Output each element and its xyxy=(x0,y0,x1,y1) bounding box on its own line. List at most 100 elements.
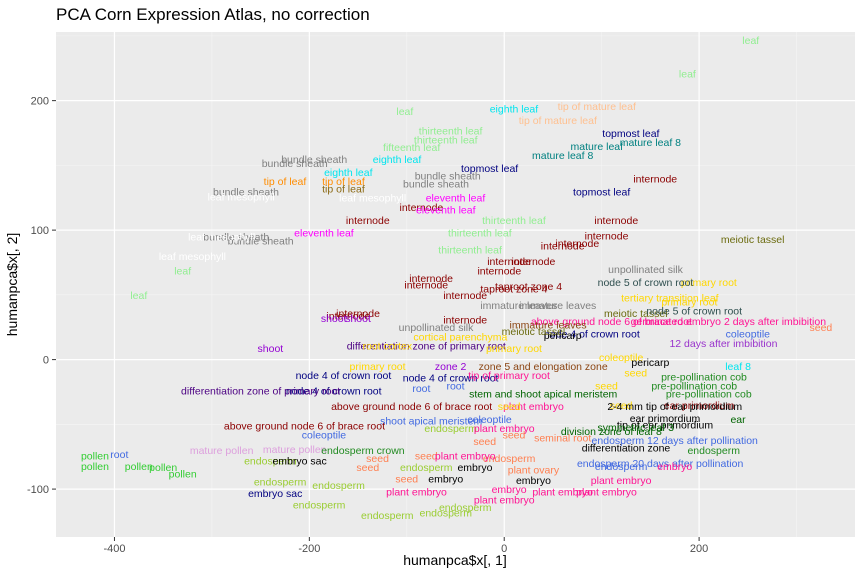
grid-major xyxy=(56,32,855,537)
point-label: plant embryo xyxy=(576,487,637,499)
point-label: mature leaf xyxy=(571,141,624,153)
point-label: leaf mesophyll xyxy=(188,232,255,244)
point-label: thirteenth leaf xyxy=(438,245,502,257)
point-label: endosperm crown xyxy=(321,445,405,457)
point-label: root xyxy=(446,381,464,393)
point-label: seed xyxy=(624,368,647,380)
point-label: differentiation zone of primary root xyxy=(181,386,340,398)
point-label: differentiation zone xyxy=(582,443,671,455)
point-label: root cortex xyxy=(362,340,412,352)
point-label: stem and shoot apical meristem xyxy=(469,388,617,400)
point-label: bundle sheath xyxy=(281,154,347,166)
point-label: internode xyxy=(404,280,448,292)
point-label: ear primordium xyxy=(630,413,701,425)
point-label: taproot zone 4 xyxy=(480,283,547,295)
point-label: tip of ear primordium xyxy=(617,419,714,431)
point-label: node 4 of crown root xyxy=(403,373,499,385)
point-label: embryo xyxy=(492,484,527,496)
point-label: node 4 of crown root xyxy=(296,370,392,382)
point-label: internode xyxy=(585,230,629,242)
plot-panel xyxy=(56,32,855,537)
point-label: mature leaf 8 xyxy=(620,137,681,149)
point-label: shoot xyxy=(321,313,347,325)
point-label: leaf xyxy=(679,68,696,80)
point-label: node 4 of crown root xyxy=(544,329,640,341)
point-label: endosperm xyxy=(293,500,346,512)
point-label: pre-pollination cob xyxy=(661,371,747,383)
point-label: pre-pollination cob xyxy=(666,388,752,400)
point-label: leaf xyxy=(130,290,147,302)
point-label: internode xyxy=(409,273,453,285)
point-label: leaf xyxy=(174,265,191,277)
point-label: seed xyxy=(595,381,618,393)
point-label: pollen xyxy=(125,461,153,473)
point-label: coleoptile xyxy=(302,430,347,442)
point-label: bundle sheath xyxy=(203,232,269,244)
point-label: above ground node 6 of brace root xyxy=(224,421,385,433)
point-label: immature leaves xyxy=(480,300,557,312)
point-label: pre-pollination cob xyxy=(651,381,737,393)
point-label: tip of mature leaf xyxy=(558,101,636,113)
point-label: plant ovary xyxy=(508,465,560,477)
point-label: pollen xyxy=(169,469,197,481)
point-label: endosperm xyxy=(419,507,472,519)
point-label: primary root xyxy=(350,361,406,373)
point-label: mature pollen xyxy=(190,445,254,457)
point-label: seed xyxy=(415,450,438,462)
point-label: endosperm xyxy=(400,462,453,474)
point-label: internode xyxy=(399,202,443,214)
point-label: eleventh leaf xyxy=(426,193,486,205)
point-label: endosperm xyxy=(312,480,365,492)
point-label: embryo sac xyxy=(248,488,302,500)
point-label: plant embryo xyxy=(435,450,496,462)
point-label: tip of leaf xyxy=(264,176,307,188)
point-label: internode xyxy=(443,314,487,326)
point-label: ear primordium xyxy=(664,400,735,412)
point-label: internode xyxy=(487,256,531,268)
point-label: node 5 of crown root xyxy=(598,277,694,289)
point-label: node 4 of crown root xyxy=(286,386,382,398)
point-label: bundle sheath xyxy=(213,186,279,198)
point-label: eleventh leaf xyxy=(294,228,354,240)
point-label: primary root xyxy=(661,296,717,308)
point-label: ear xyxy=(730,414,746,426)
point-label: coleoptile xyxy=(599,352,644,364)
point-label: eleventh leaf xyxy=(416,204,476,216)
point-label: internode xyxy=(512,256,556,268)
point-label: internode xyxy=(541,241,585,253)
point-label: node 5 of crown root xyxy=(646,305,742,317)
point-label: endosperm 12 days after pollination xyxy=(592,435,759,447)
point-label: 12 days after imbibition xyxy=(669,338,777,350)
point-label: leaf mesophyll xyxy=(208,191,275,203)
point-label: coleoptile xyxy=(726,329,771,341)
point-label: thirteenth leaf xyxy=(419,125,483,137)
point-label: primary root xyxy=(486,343,542,355)
point-label: above ground node 6 of brace root xyxy=(531,316,692,328)
point-label: meiotic tassel xyxy=(604,308,668,320)
point-label: topmost leaf xyxy=(461,163,518,175)
point-label: cortical parenchyma xyxy=(413,331,507,343)
point-label: plant embryo xyxy=(474,494,535,506)
chart-title: PCA Corn Expression Atlas, no correction xyxy=(56,5,370,24)
point-label: endosperm xyxy=(439,502,492,514)
point-label: eighth leaf xyxy=(324,167,373,179)
point-label: embryo xyxy=(457,462,492,474)
point-label: unpollinated silk xyxy=(608,264,683,276)
point-label: tip of primary root xyxy=(468,370,550,382)
point-label: immature leaves xyxy=(519,300,596,312)
point-label: plant embryo xyxy=(474,423,535,435)
point-label: seed xyxy=(503,430,526,442)
x-tick-label: -200 xyxy=(298,543,320,555)
point-label: seed xyxy=(366,453,389,465)
point-label: pollen xyxy=(81,461,109,473)
point-label: leaf xyxy=(396,106,413,118)
point-label: leaf xyxy=(742,35,759,47)
y-tick-label: 0 xyxy=(43,355,49,367)
point-label: thirteenth leaf xyxy=(414,134,478,146)
point-label: bundle sheath xyxy=(262,158,328,170)
x-tick-label: 0 xyxy=(501,543,507,555)
x-tick-label: 200 xyxy=(690,543,708,555)
point-label: topmost leaf xyxy=(573,186,630,198)
point-label: topmost leaf xyxy=(602,128,659,140)
